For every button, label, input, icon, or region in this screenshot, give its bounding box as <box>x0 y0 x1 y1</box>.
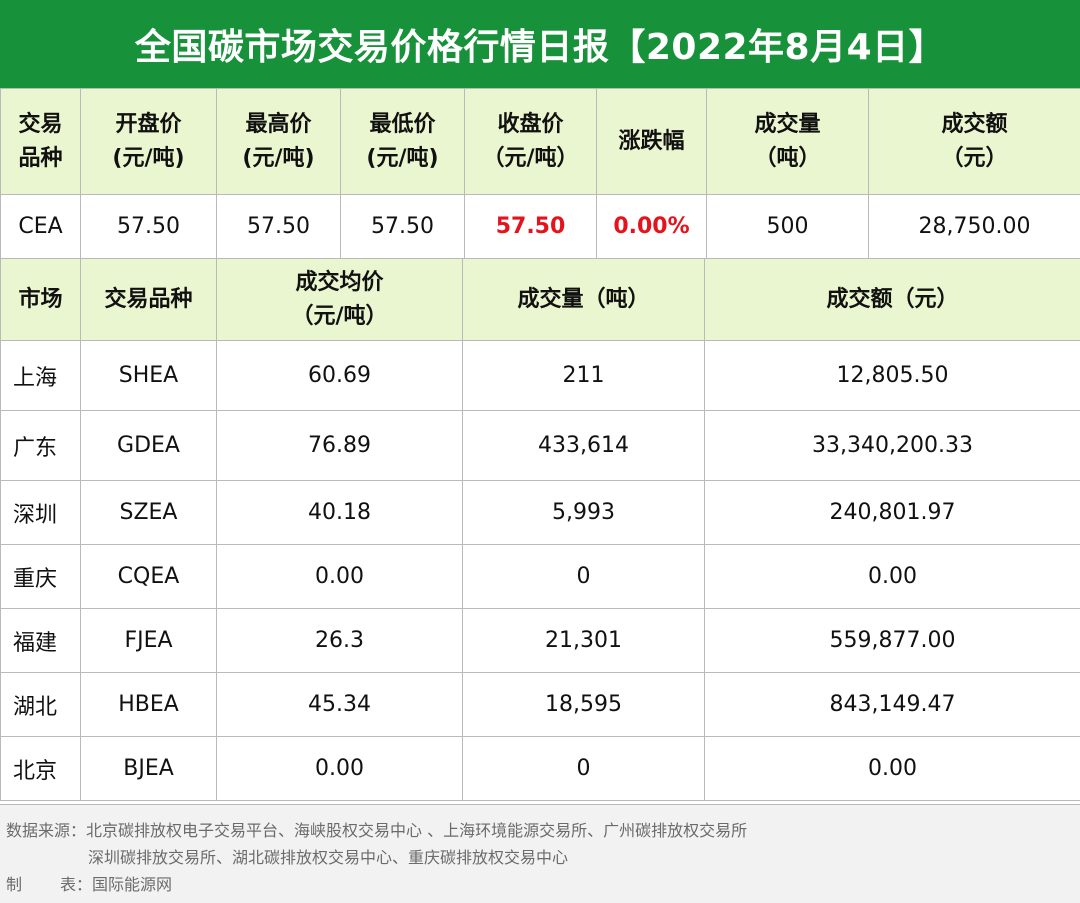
maker-name: 国际能源网 <box>92 875 173 894</box>
table-row: 深圳 SZEA 40.18 5,993 240,801.97 <box>0 480 1080 545</box>
market-avg-price: 60.69 <box>216 340 463 411</box>
national-market-table: 交易 品种 开盘价 (元/吨) 最高价 (元/吨) 最低价 (元/吨) 收盘价 （元/吨）… <box>0 88 1080 259</box>
market-avg-price: 0.00 <box>216 736 463 801</box>
cea-low: 57.50 <box>340 194 465 259</box>
market-volume: 433,614 <box>462 410 705 481</box>
market-amount: 0.00 <box>704 736 1080 801</box>
market-variety: SZEA <box>80 480 217 545</box>
header-close: 收盘价 （元/吨） <box>464 88 597 195</box>
market-variety: HBEA <box>80 672 217 737</box>
source-footer: 数据来源：北京碳排放权电子交易平台、海峡股权交易中心 、上海环境能源交易所、广州… <box>0 804 1080 903</box>
market-name: 北京 <box>0 736 81 801</box>
market-amount: 12,805.50 <box>704 340 1080 411</box>
market-avg-price: 26.3 <box>216 608 463 673</box>
market-variety: CQEA <box>80 544 217 609</box>
market-volume: 5,993 <box>462 480 705 545</box>
maker-label-2: 表： <box>60 875 93 894</box>
header-volume: 成交量（吨） <box>706 88 869 195</box>
market-amount: 0.00 <box>704 544 1080 609</box>
market-name: 重庆 <box>0 544 81 609</box>
national-data-row: CEA 57.50 57.50 57.50 57.50 0.00% 500 28… <box>0 194 1080 259</box>
cea-high: 57.50 <box>216 194 341 259</box>
market-volume: 0 <box>462 736 705 801</box>
market-volume: 211 <box>462 340 705 411</box>
maker-label-1: 制 <box>6 875 23 894</box>
source-line-2: 深圳碳排放交易所、湖北碳排放权交易中心、重庆碳排放权交易中心 <box>88 848 569 867</box>
market-name: 广东 <box>0 410 81 481</box>
market-variety: SHEA <box>80 340 217 411</box>
header-amount: 成交额（元） <box>868 88 1080 195</box>
market-avg-price: 45.34 <box>216 672 463 737</box>
national-header-row: 交易 品种 开盘价 (元/吨) 最高价 (元/吨) 最低价 (元/吨) 收盘价 （元/吨）… <box>0 88 1080 195</box>
market-amount: 240,801.97 <box>704 480 1080 545</box>
header-amount: 成交额（元） <box>704 258 1080 341</box>
cea-open: 57.50 <box>80 194 217 259</box>
header-variety: 交易品种 <box>80 258 217 341</box>
header-open: 开盘价 (元/吨) <box>80 88 217 195</box>
market-variety: FJEA <box>80 608 217 673</box>
market-avg-price: 76.89 <box>216 410 463 481</box>
header-high: 最高价 (元/吨) <box>216 88 341 195</box>
market-amount: 33,340,200.33 <box>704 410 1080 481</box>
table-row: 重庆 CQEA 0.00 0 0.00 <box>0 544 1080 609</box>
table-row: 北京 BJEA 0.00 0 0.00 <box>0 736 1080 801</box>
source-line-1: 数据来源：北京碳排放权电子交易平台、海峡股权交易中心 、上海环境能源交易所、广州… <box>6 821 748 840</box>
market-amount: 843,149.47 <box>704 672 1080 737</box>
market-name: 湖北 <box>0 672 81 737</box>
market-volume: 21,301 <box>462 608 705 673</box>
table-row: 上海 SHEA 60.69 211 12,805.50 <box>0 340 1080 411</box>
header-market: 市场 <box>0 258 81 341</box>
regional-market-table: 市场 交易品种 成交均价 （元/吨） 成交量（吨） 成交额（元） 上海 SHEA … <box>0 258 1080 801</box>
report-title-text: 全国碳市场交易价格行情日报【2022年8月4日】 <box>134 27 946 68</box>
market-volume: 0 <box>462 544 705 609</box>
market-name: 上海 <box>0 340 81 411</box>
cea-change: 0.00% <box>596 194 707 259</box>
table-row: 湖北 HBEA 45.34 18,595 843,149.47 <box>0 672 1080 737</box>
header-volume: 成交量（吨） <box>462 258 705 341</box>
cea-volume: 500 <box>706 194 869 259</box>
cea-amount: 28,750.00 <box>868 194 1080 259</box>
market-avg-price: 40.18 <box>216 480 463 545</box>
header-avg-price: 成交均价 （元/吨） <box>216 258 463 341</box>
cea-close: 57.50 <box>464 194 597 259</box>
header-change: 涨跌幅 <box>596 88 707 195</box>
table-row: 广东 GDEA 76.89 433,614 33,340,200.33 <box>0 410 1080 481</box>
market-amount: 559,877.00 <box>704 608 1080 673</box>
market-variety: BJEA <box>80 736 217 801</box>
market-volume: 18,595 <box>462 672 705 737</box>
market-variety: GDEA <box>80 410 217 481</box>
regional-header-row: 市场 交易品种 成交均价 （元/吨） 成交量（吨） 成交额（元） <box>0 258 1080 341</box>
table-row: 福建 FJEA 26.3 21,301 559,877.00 <box>0 608 1080 673</box>
market-name: 福建 <box>0 608 81 673</box>
market-avg-price: 0.00 <box>216 544 463 609</box>
cea-variety: CEA <box>0 194 81 259</box>
report-title: 全国碳市场交易价格行情日报【2022年8月4日】 <box>0 0 1080 88</box>
header-variety: 交易品种 <box>0 88 81 195</box>
market-name: 深圳 <box>0 480 81 545</box>
maker-line: 制 表：国际能源网 <box>6 871 172 895</box>
header-low: 最低价 (元/吨) <box>340 88 465 195</box>
